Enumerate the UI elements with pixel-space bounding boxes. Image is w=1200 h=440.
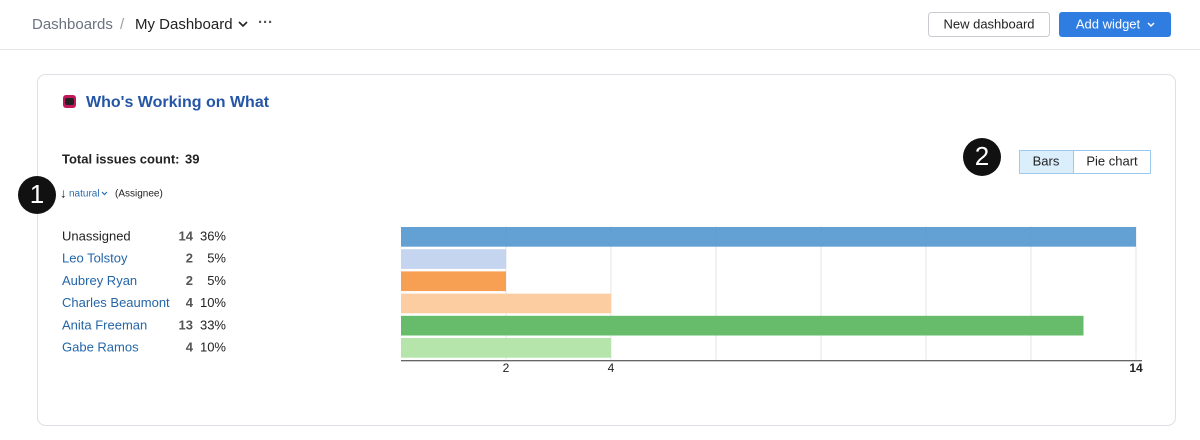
issue-count: 4 [186,295,194,310]
new-dashboard-label: New dashboard [943,16,1034,31]
issue-count: 2 [186,273,193,288]
chevron [101,191,108,196]
sort-order[interactable]: natural [69,189,100,200]
add-widget-label: Add widget [1076,16,1141,31]
widget-title: Who's Working on What [86,94,270,111]
breadcrumb-current[interactable]: My Dashboard [135,16,233,33]
issue-percent: 10% [200,295,226,310]
pie-toggle[interactable] [1073,150,1151,174]
assignee-name[interactable]: Leo Tolstoy [62,251,128,266]
breadcrumb-root[interactable]: Dashboards [32,16,113,33]
chevron [238,21,248,28]
bar [401,249,506,269]
issue-count: 14 [179,229,194,244]
assignee-name[interactable]: Aubrey Ryan [62,273,137,288]
callout-number: 2 [975,141,989,171]
issue-percent: 5% [207,273,226,288]
callout-number: 1 [30,179,44,209]
x-tick-label: 2 [503,361,510,375]
sort-field: (Assignee) [115,189,163,200]
issue-count: 4 [186,340,194,355]
bars-toggle-label: Bars [1033,153,1060,168]
chart: Unassigned 14 36% Leo Tolstoy 2 5% Aubrey Ryan… [62,226,1143,375]
sort-arrow[interactable]: ↓ [60,185,67,200]
callout [963,138,1001,176]
add-widget-button[interactable] [1059,12,1171,37]
issue-percent: 33% [200,317,226,332]
breadcrumb-separator: / [120,16,125,33]
widget-card [37,74,1176,426]
total-label: Total issues count: [62,151,180,166]
bar [401,293,611,314]
new-dashboard-button[interactable] [928,12,1050,37]
assignee-name[interactable]: Charles Beaumont [62,295,170,310]
issue-percent: 36% [200,229,226,244]
more-menu[interactable]: ··· [258,14,273,31]
chevron [1147,22,1155,28]
total-value: 39 [185,151,199,166]
issue-count: 2 [186,251,193,266]
x-tick-label: 4 [608,361,615,375]
widget-icon [65,98,74,105]
bar [401,338,611,358]
assignee-name[interactable]: Anita Freeman [62,317,147,332]
x-tick-label: 14 [1129,361,1143,375]
assignee-name[interactable]: Gabe Ramos [62,340,139,355]
pie-toggle-label: Pie chart [1086,153,1138,168]
callout [18,176,56,214]
issue-count: 13 [179,317,193,332]
issue-percent: 5% [207,251,226,266]
bar [401,227,1136,247]
issue-percent: 10% [200,340,226,355]
bar [401,271,506,292]
assignee-name: Unassigned [62,229,131,244]
bar [401,315,1084,336]
